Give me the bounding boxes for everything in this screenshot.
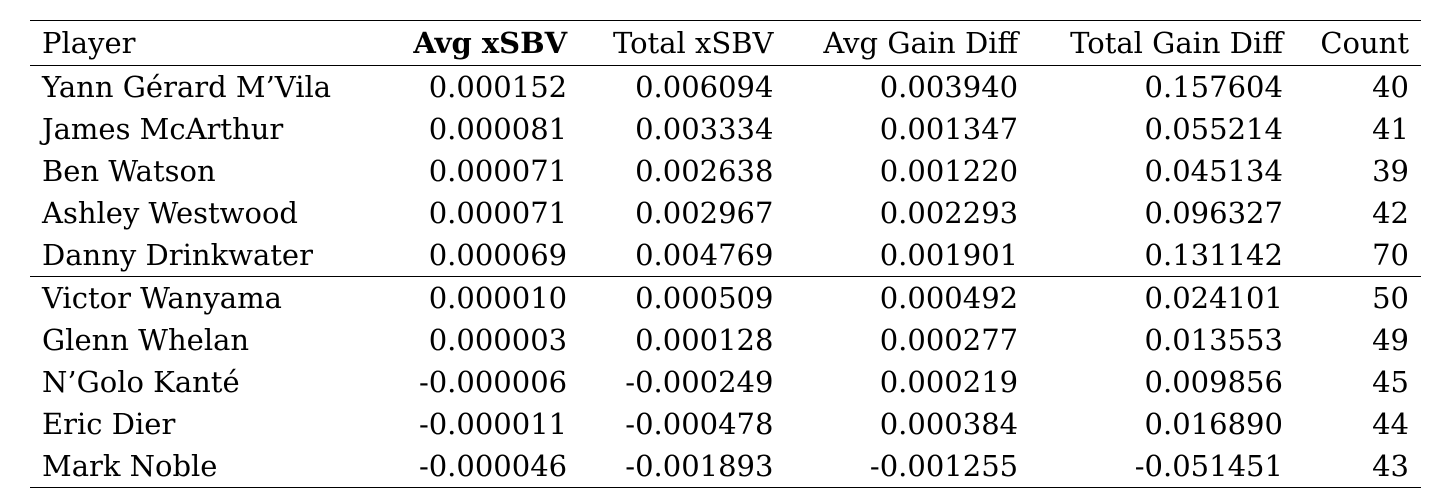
table-row: Glenn Whelan 0.000003 0.000128 0.000277 0.01…: [30, 319, 1421, 361]
cell-player: Victor Wanyama: [42, 280, 282, 315]
table-header: Player Avg xSBV Total xSBV Avg Gain Diff Tot…: [30, 20, 1421, 66]
cell-total-gain-diff: 0.045134: [1144, 153, 1283, 188]
table-row: Mark Noble -0.000046 -0.001893 -0.001255 -0.…: [30, 445, 1421, 488]
column-header-player: Player: [42, 25, 136, 60]
cell-total-xsbv: 0.003334: [635, 111, 774, 146]
table-row: Danny Drinkwater 0.000069 0.004769 0.001901…: [30, 234, 1421, 277]
cell-total-xsbv: -0.001893: [625, 448, 774, 483]
column-header-avg-gain-diff: Avg Gain Diff: [823, 25, 1019, 60]
cell-total-gain-diff: 0.009856: [1144, 364, 1283, 399]
cell-avg-gain-diff: 0.001220: [879, 153, 1019, 188]
cell-player: Danny Drinkwater: [42, 237, 313, 272]
cell-count: 42: [1372, 195, 1409, 230]
cell-total-gain-diff: 0.016890: [1144, 406, 1283, 441]
cell-player: Yann Gérard M’Vila: [42, 69, 332, 104]
cell-avg-xsbv: 0.000003: [428, 322, 568, 357]
cell-avg-gain-diff: 0.003940: [879, 69, 1019, 104]
cell-player: Mark Noble: [42, 448, 218, 483]
cell-avg-xsbv: -0.000006: [418, 364, 568, 399]
table-row: Ben Watson 0.000071 0.002638 0.001220 0.0451…: [30, 150, 1421, 192]
cell-count: 39: [1372, 153, 1409, 188]
cell-total-xsbv: 0.000128: [635, 322, 774, 357]
cell-avg-gain-diff: 0.000277: [879, 322, 1019, 357]
cell-player: Eric Dier: [42, 406, 176, 441]
table-body: Yann Gérard M’Vila 0.000152 0.006094 0.0039…: [30, 66, 1421, 488]
cell-avg-gain-diff: -0.001255: [869, 448, 1019, 483]
cell-total-gain-diff: 0.013553: [1144, 322, 1283, 357]
cell-player: Ben Watson: [42, 153, 216, 188]
cell-total-gain-diff: 0.157604: [1144, 69, 1283, 104]
cell-player: James McArthur: [42, 111, 284, 146]
cell-avg-xsbv: 0.000010: [428, 280, 568, 315]
cell-avg-gain-diff: 0.000219: [879, 364, 1019, 399]
cell-total-gain-diff: 0.055214: [1144, 111, 1283, 146]
cell-total-gain-diff: 0.096327: [1144, 195, 1283, 230]
cell-count: 40: [1372, 69, 1409, 104]
cell-total-xsbv: 0.006094: [635, 69, 774, 104]
cell-avg-xsbv: -0.000046: [418, 448, 568, 483]
table-row: Eric Dier -0.000011 -0.000478 0.000384 0.016…: [30, 403, 1421, 445]
cell-count: 44: [1372, 406, 1409, 441]
cell-total-xsbv: 0.004769: [635, 237, 774, 272]
cell-total-xsbv: -0.000478: [625, 406, 774, 441]
cell-player: N’Golo Kanté: [42, 364, 240, 399]
cell-count: 70: [1372, 237, 1409, 272]
column-header-total-gain-diff: Total Gain Diff: [1070, 25, 1283, 60]
table-row: N’Golo Kanté -0.000006 -0.000249 0.000219 0.…: [30, 361, 1421, 403]
column-header-count: Count: [1320, 25, 1409, 60]
cell-total-xsbv: 0.002638: [635, 153, 774, 188]
cell-count: 43: [1372, 448, 1409, 483]
cell-avg-xsbv: 0.000071: [428, 195, 568, 230]
cell-avg-gain-diff: 0.000384: [879, 406, 1019, 441]
cell-avg-xsbv: 0.000081: [428, 111, 568, 146]
cell-total-gain-diff: 0.131142: [1144, 237, 1283, 272]
cell-total-gain-diff: -0.051451: [1134, 448, 1283, 483]
cell-avg-gain-diff: 0.001347: [879, 111, 1019, 146]
cell-avg-xsbv: -0.000011: [418, 406, 568, 441]
cell-count: 41: [1372, 111, 1409, 146]
cell-total-xsbv: 0.002967: [635, 195, 774, 230]
cell-avg-xsbv: 0.000069: [428, 237, 568, 272]
cell-avg-xsbv: 0.000152: [428, 69, 568, 104]
column-header-total-xsbv: Total xSBV: [612, 25, 774, 60]
cell-avg-gain-diff: 0.001901: [879, 237, 1019, 272]
cell-avg-xsbv: 0.000071: [428, 153, 568, 188]
table-row: Ashley Westwood 0.000071 0.002967 0.002293 0…: [30, 192, 1421, 234]
cell-avg-gain-diff: 0.002293: [879, 195, 1019, 230]
table-row: Yann Gérard M’Vila 0.000152 0.006094 0.0039…: [30, 66, 1421, 109]
cell-total-gain-diff: 0.024101: [1144, 280, 1283, 315]
cell-avg-gain-diff: 0.000492: [879, 280, 1019, 315]
cell-total-xsbv: -0.000249: [625, 364, 774, 399]
table-row: James McArthur 0.000081 0.003334 0.001347 0.…: [30, 108, 1421, 150]
cell-player: Glenn Whelan: [42, 322, 250, 357]
table-row: Victor Wanyama 0.000010 0.000509 0.000492 0.…: [30, 277, 1421, 320]
header-row: Player Avg xSBV Total xSBV Avg Gain Diff Tot…: [30, 20, 1421, 66]
cell-count: 49: [1372, 322, 1409, 357]
cell-count: 45: [1372, 364, 1409, 399]
cell-count: 50: [1372, 280, 1409, 315]
player-stats-table: Player Avg xSBV Total xSBV Avg Gain Diff Tot…: [30, 20, 1421, 488]
column-header-avg-xsbv: Avg xSBV: [413, 25, 568, 60]
cell-total-xsbv: 0.000509: [635, 280, 774, 315]
cell-player: Ashley Westwood: [42, 195, 298, 230]
